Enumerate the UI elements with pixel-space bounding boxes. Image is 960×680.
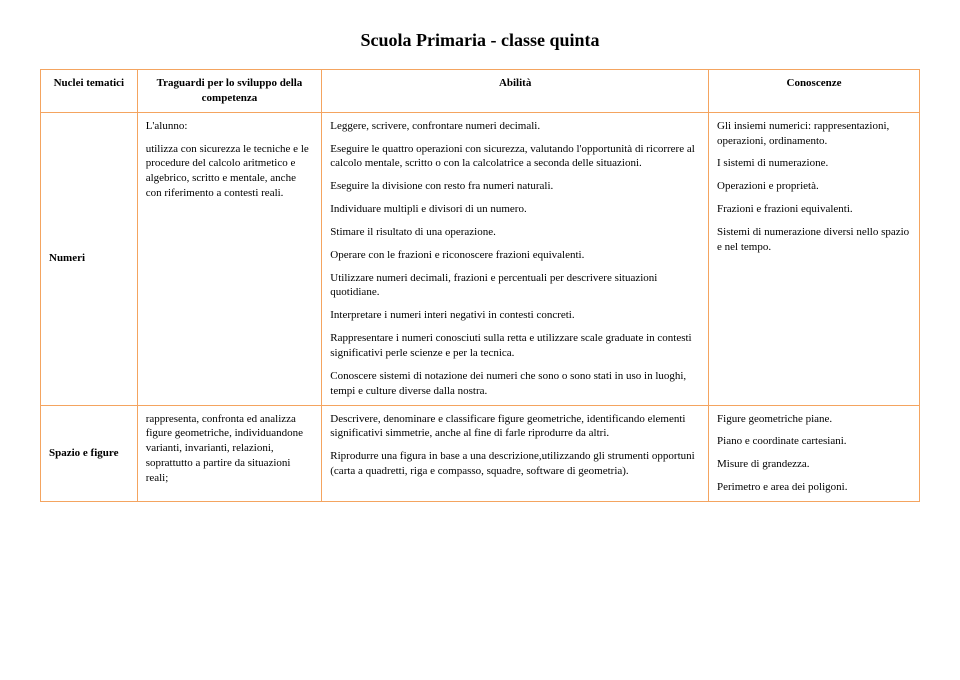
text: Figure geometriche piane. <box>717 412 911 427</box>
cell-traguardi: rappresenta, confronta ed analizza figur… <box>137 405 322 501</box>
cell-abilita: Descrivere, denominare e classificare fi… <box>322 405 709 501</box>
text: Operare con le frazioni e riconoscere fr… <box>330 248 700 263</box>
text: Piano e coordinate cartesiani. <box>717 434 911 449</box>
text: utilizza con sicurezza le tecniche e le … <box>146 142 314 201</box>
text: Eseguire la divisione con resto fra nume… <box>330 179 700 194</box>
text: Leggere, scrivere, confrontare numeri de… <box>330 119 700 134</box>
text: Gli insiemi numerici: rappresentazioni, … <box>717 119 911 149</box>
cell-conoscenze: Figure geometriche piane. Piano e coordi… <box>709 405 920 501</box>
table-row: Spazio e figure rappresenta, confronta e… <box>41 405 920 501</box>
text: Conoscere sistemi di notazione dei numer… <box>330 369 700 399</box>
text: Perimetro e area dei poligoni. <box>717 480 911 495</box>
text: Stimare il risultato di una operazione. <box>330 225 700 240</box>
text: Sistemi di numerazione diversi nello spa… <box>717 225 911 255</box>
col-header-traguardi: Traguardi per lo sviluppo della competen… <box>137 70 322 113</box>
text: Frazioni e frazioni equivalenti. <box>717 202 911 217</box>
text: Rappresentare i numeri conosciuti sulla … <box>330 331 700 361</box>
text: Eseguire le quattro operazioni con sicur… <box>330 142 700 172</box>
table-row: Numeri L'alunno: utilizza con sicurezza … <box>41 112 920 405</box>
text: Misure di grandezza. <box>717 457 911 472</box>
text: I sistemi di numerazione. <box>717 156 911 171</box>
row-label-numeri: Numeri <box>41 112 138 405</box>
text: Riprodurre una figura in base a una desc… <box>330 449 700 479</box>
text: Operazioni e proprietà. <box>717 179 911 194</box>
row-label-spazio: Spazio e figure <box>41 405 138 501</box>
text: Individuare multipli e divisori di un nu… <box>330 202 700 217</box>
text: Interpretare i numeri interi negativi in… <box>330 308 700 323</box>
col-header-conoscenze: Conoscenze <box>709 70 920 113</box>
col-header-nuclei: Nuclei tematici <box>41 70 138 113</box>
cell-abilita: Leggere, scrivere, confrontare numeri de… <box>322 112 709 405</box>
text: rappresenta, confronta ed analizza figur… <box>146 412 314 486</box>
cell-traguardi: L'alunno: utilizza con sicurezza le tecn… <box>137 112 322 405</box>
page-title: Scuola Primaria - classe quinta <box>40 30 920 51</box>
text: Utilizzare numeri decimali, frazioni e p… <box>330 271 700 301</box>
cell-conoscenze: Gli insiemi numerici: rappresentazioni, … <box>709 112 920 405</box>
curriculum-table: Nuclei tematici Traguardi per lo svilupp… <box>40 69 920 502</box>
header-row: Nuclei tematici Traguardi per lo svilupp… <box>41 70 920 113</box>
text: Descrivere, denominare e classificare fi… <box>330 412 700 442</box>
col-header-abilita: Abilità <box>322 70 709 113</box>
text: L'alunno: <box>146 119 314 134</box>
